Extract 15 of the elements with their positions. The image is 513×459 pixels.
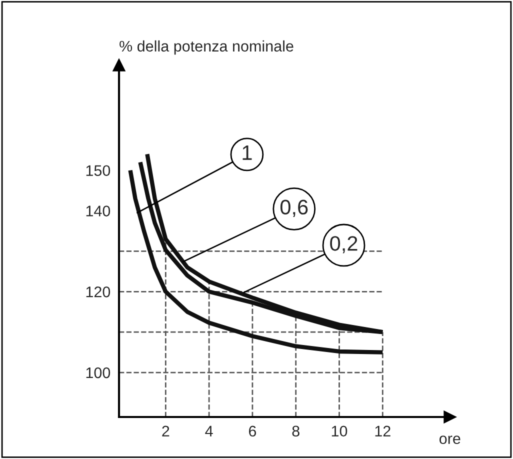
annotation: 0,2	[330, 236, 358, 254]
x-tick-label: 8	[292, 426, 300, 437]
y-tick-label: 100	[86, 367, 110, 378]
x-axis-title: ore	[440, 436, 460, 444]
y-tick-label: 140	[86, 206, 110, 216]
annotation: 1	[242, 146, 252, 160]
x-tick-label: 10	[332, 426, 348, 437]
x-tick-label: 2	[162, 426, 170, 436]
y-tick-label: 150	[86, 165, 110, 176]
x-tick-label: 4	[205, 426, 213, 436]
y-axis-title: % della potenza nominale	[120, 40, 294, 55]
x-tick-label: 6	[248, 426, 256, 437]
annotation: 0,6	[280, 200, 308, 217]
y-tick-label: 120	[86, 286, 110, 298]
x-tick-label: 12	[375, 426, 390, 436]
